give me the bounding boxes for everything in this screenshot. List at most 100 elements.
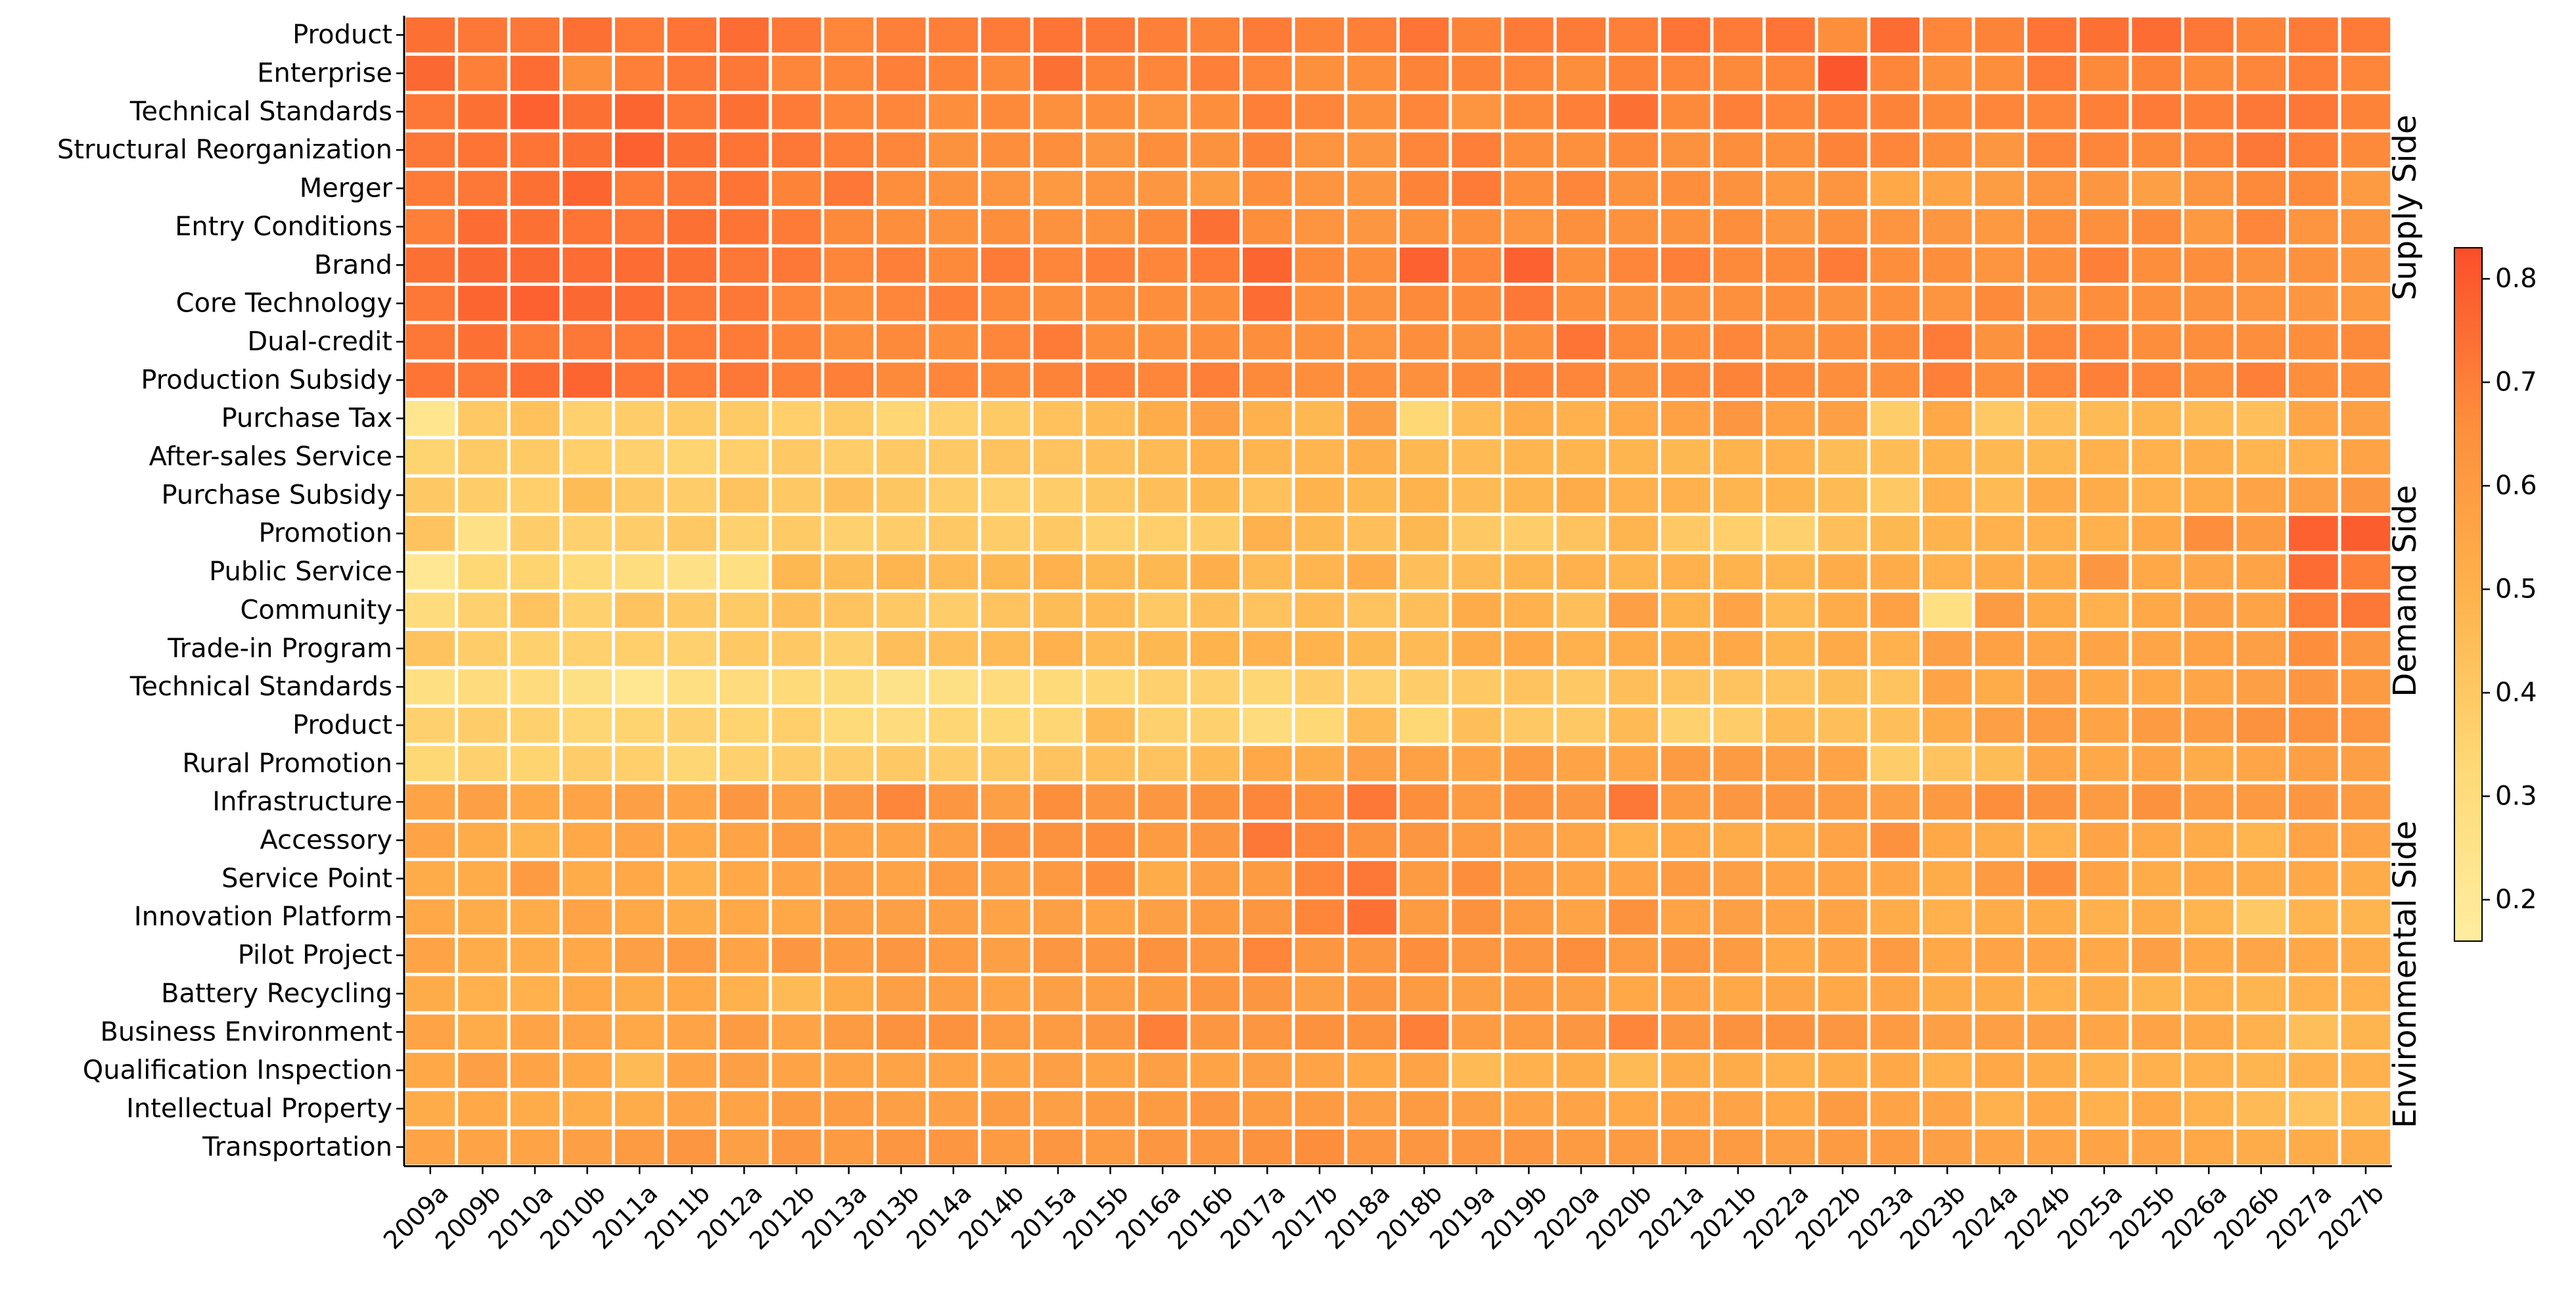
heatmap-cell xyxy=(2341,707,2391,743)
heatmap-cell xyxy=(1609,170,1658,206)
heatmap-cell xyxy=(405,1091,455,1126)
heatmap-cell xyxy=(1452,1129,1502,1165)
heatmap-cell xyxy=(1713,631,1763,666)
row-label: Technical Standards xyxy=(129,672,392,702)
heatmap-cell xyxy=(2184,247,2234,283)
heatmap-cell xyxy=(1347,362,1396,398)
heatmap-cell xyxy=(2132,861,2181,896)
heatmap-cell xyxy=(2289,132,2338,168)
heatmap-cell xyxy=(1922,247,1972,283)
heatmap-cell xyxy=(1975,132,2025,168)
heatmap-cell xyxy=(1138,439,1187,474)
heatmap-cell xyxy=(1922,861,1972,896)
heatmap-cell xyxy=(1818,669,1868,705)
heatmap-cell xyxy=(2289,1052,2338,1088)
heatmap-cell xyxy=(824,746,873,781)
heatmap-cell xyxy=(720,477,769,513)
heatmap-cell xyxy=(1922,707,1972,743)
heatmap-cell xyxy=(771,94,821,129)
heatmap-cell xyxy=(824,17,873,53)
heatmap-cell xyxy=(1190,94,1240,129)
heatmap-cell xyxy=(876,477,926,513)
heatmap-cell xyxy=(1609,1091,1658,1126)
heatmap-cell xyxy=(667,1052,717,1088)
heatmap-cell xyxy=(2236,631,2286,666)
heatmap-cell xyxy=(1399,592,1449,628)
heatmap-cell xyxy=(824,477,873,513)
heatmap-cell xyxy=(2184,1129,2234,1165)
heatmap-cell xyxy=(1609,285,1658,321)
heatmap-cell xyxy=(1661,516,1711,551)
heatmap-cell xyxy=(667,170,717,206)
heatmap-cell xyxy=(1138,247,1187,283)
heatmap-cell xyxy=(667,1014,717,1050)
heatmap-cell xyxy=(1399,1052,1449,1088)
heatmap-cell xyxy=(510,439,560,474)
heatmap-cell xyxy=(1190,401,1240,436)
heatmap-cell xyxy=(1766,1129,1815,1165)
heatmap-cell xyxy=(824,94,873,129)
heatmap-cell xyxy=(720,592,769,628)
heatmap-cell xyxy=(1033,669,1083,705)
heatmap-cell xyxy=(1452,746,1502,781)
heatmap-cell xyxy=(1138,209,1187,244)
heatmap-cell xyxy=(1295,324,1345,359)
heatmap-cell xyxy=(2289,209,2338,244)
heatmap-cell xyxy=(2184,285,2234,321)
heatmap-cell xyxy=(720,822,769,858)
heatmap-cell xyxy=(1975,976,2025,1011)
heatmap-cell xyxy=(1556,822,1606,858)
heatmap-cell xyxy=(1922,94,1972,129)
heatmap-cell xyxy=(981,976,1030,1011)
row-label: Merger xyxy=(300,174,393,204)
heatmap-cell xyxy=(1713,937,1763,973)
heatmap-cell xyxy=(2341,285,2391,321)
heatmap-cell xyxy=(2341,209,2391,244)
heatmap-cell xyxy=(981,784,1030,820)
heatmap-cell xyxy=(667,592,717,628)
heatmap-cell xyxy=(1870,209,1920,244)
heatmap-cell xyxy=(1609,899,1658,935)
heatmap-cell xyxy=(771,822,821,858)
heatmap-cell xyxy=(1556,1129,1606,1165)
heatmap-cell xyxy=(1818,976,1868,1011)
heatmap-cell xyxy=(1713,554,1763,590)
heatmap-cell xyxy=(1295,1014,1345,1050)
heatmap-cell xyxy=(563,669,612,705)
heatmap-cell xyxy=(876,401,926,436)
heatmap-cell xyxy=(1086,937,1135,973)
heatmap-cell xyxy=(1713,1091,1763,1126)
heatmap-cell xyxy=(2341,516,2391,551)
heatmap-cell xyxy=(1399,822,1449,858)
heatmap-cell xyxy=(1922,592,1972,628)
heatmap-cell xyxy=(1033,1052,1083,1088)
heatmap-cell xyxy=(1086,899,1135,935)
heatmap-cell xyxy=(405,861,455,896)
heatmap-cell xyxy=(405,285,455,321)
heatmap-cell xyxy=(2132,899,2181,935)
heatmap-cell xyxy=(824,209,873,244)
heatmap-cell xyxy=(510,1052,560,1088)
heatmap-cell xyxy=(1661,209,1711,244)
heatmap-cell xyxy=(1138,516,1187,551)
heatmap-cell xyxy=(1818,1052,1868,1088)
heatmap-cell xyxy=(2184,401,2234,436)
heatmap-cell xyxy=(1243,132,1292,168)
heatmap-cell xyxy=(1138,937,1187,973)
heatmap-cell xyxy=(2079,324,2129,359)
heatmap-cell xyxy=(510,516,560,551)
heatmap-cell xyxy=(1033,170,1083,206)
heatmap-cell xyxy=(720,516,769,551)
heatmap-cell xyxy=(1713,592,1763,628)
heatmap-cell xyxy=(1504,209,1553,244)
heatmap-cell xyxy=(981,554,1030,590)
heatmap-cell xyxy=(1504,631,1553,666)
heatmap-cell xyxy=(2289,247,2338,283)
heatmap-cell xyxy=(1870,247,1920,283)
heatmap-cell xyxy=(771,592,821,628)
heatmap-cell xyxy=(1556,401,1606,436)
heatmap-cell xyxy=(771,1014,821,1050)
heatmap-cell xyxy=(1975,669,2025,705)
heatmap-cell xyxy=(1713,899,1763,935)
heatmap-cell xyxy=(1399,94,1449,129)
